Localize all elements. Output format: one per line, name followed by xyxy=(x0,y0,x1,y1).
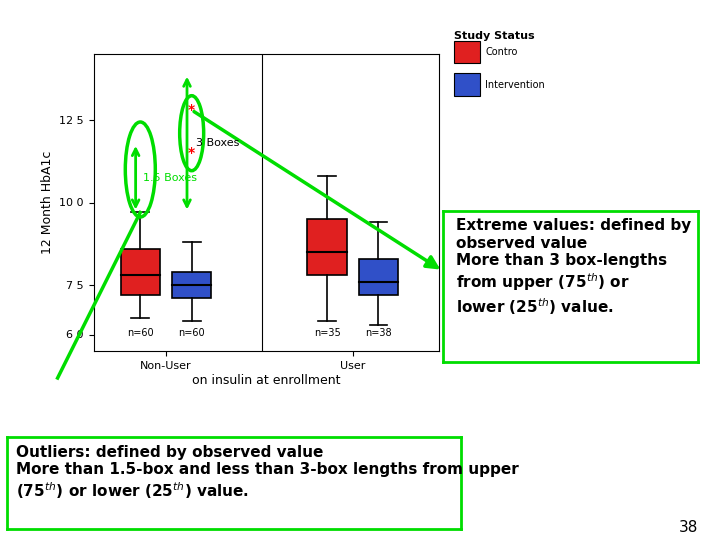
Bar xyxy=(172,272,211,298)
Text: n=60: n=60 xyxy=(179,328,205,338)
Text: Study Status: Study Status xyxy=(454,31,534,41)
Y-axis label: 12 Month HbA1c: 12 Month HbA1c xyxy=(41,151,54,254)
Text: *: * xyxy=(188,103,195,117)
Text: Outliers: defined by observed value
More than 1.5-box and less than 3-box length: Outliers: defined by observed value More… xyxy=(17,445,519,501)
Text: 38: 38 xyxy=(679,519,698,535)
Text: 3 Boxes: 3 Boxes xyxy=(197,138,240,148)
Bar xyxy=(359,259,398,295)
Text: n=60: n=60 xyxy=(127,328,153,338)
Text: n=38: n=38 xyxy=(365,328,392,338)
Text: 1.5 Boxes: 1.5 Boxes xyxy=(143,173,197,183)
Bar xyxy=(454,73,480,96)
Text: Extreme values: defined by
observed value
More than 3 box-lengths
from upper (75: Extreme values: defined by observed valu… xyxy=(456,218,690,317)
Bar xyxy=(307,219,347,275)
Text: Intervention: Intervention xyxy=(485,79,545,90)
Bar xyxy=(454,40,480,63)
Bar xyxy=(121,249,160,295)
Text: n=35: n=35 xyxy=(314,328,341,338)
Text: *: * xyxy=(188,146,195,160)
Text: Contro: Contro xyxy=(485,47,518,57)
X-axis label: on insulin at enrollment: on insulin at enrollment xyxy=(192,374,341,387)
